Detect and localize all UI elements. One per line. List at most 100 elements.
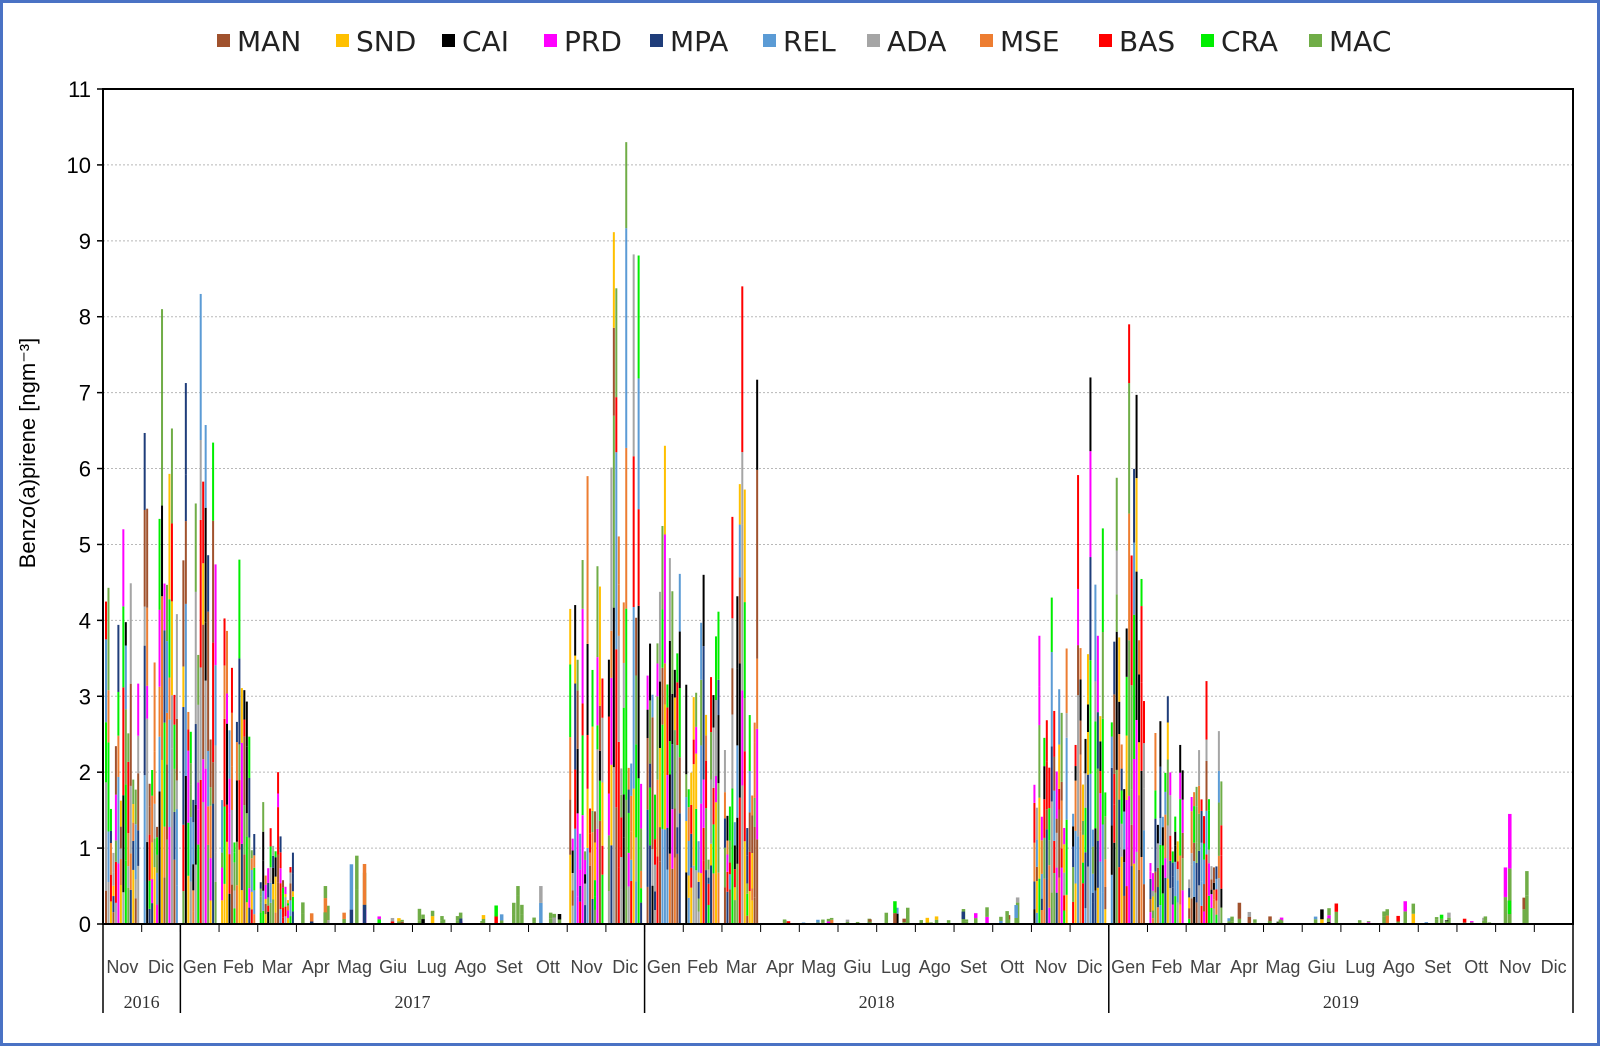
bar-segment-snd [743, 841, 746, 924]
bar-segment-mac [723, 847, 726, 888]
bar-segment-cai [1079, 679, 1082, 721]
bar-segment-cra [668, 741, 671, 775]
bar-segment-man [1142, 884, 1145, 924]
bar-segment-mac [1522, 909, 1526, 924]
bar-segment-ada [137, 865, 140, 924]
bar-segment-cra [596, 725, 599, 750]
bar-segment-mac [1382, 916, 1386, 924]
bar-segment-mac [1447, 917, 1451, 924]
bar-segment-mse [253, 914, 256, 924]
y-tick-label: 6 [79, 457, 91, 482]
bar-segment-man [615, 807, 618, 924]
bar-segment-rel [615, 452, 618, 650]
bar-segment-prd [228, 778, 231, 814]
bar-segment-cai [646, 709, 649, 739]
bar-segment-ada [1050, 801, 1053, 893]
bar-segment-bas [1045, 720, 1048, 762]
bar-segment-mac [259, 888, 262, 897]
bar-segment-mpa [1094, 890, 1097, 924]
bar-segment-cra [124, 784, 127, 861]
bar-segment-mac [685, 774, 688, 797]
bar-segment-mpa [678, 813, 681, 924]
bar-segment-cai [1123, 849, 1126, 863]
bar-segment-man [646, 738, 649, 810]
y-tick-label: 4 [79, 608, 91, 633]
bar-segment-snd [1096, 887, 1099, 924]
bar-segment-mac [743, 698, 746, 752]
bar-segment-snd [705, 714, 708, 736]
bar-segment-man [1077, 645, 1080, 696]
bar-segment-bas [109, 874, 112, 902]
bar-segment-mpa [129, 889, 132, 924]
bar-segment-bas [1060, 848, 1063, 868]
month-label: Gen [183, 957, 217, 977]
bar-segment-cra [117, 691, 120, 736]
bar-segment-snd [751, 853, 754, 889]
bar-segment-bas [182, 824, 185, 892]
y-tick-label: 8 [79, 305, 91, 330]
bar-segment-rel [630, 763, 633, 796]
bar-segment-bas [199, 779, 202, 924]
bar-segment-ada [571, 872, 574, 891]
bar-segment-man [651, 778, 654, 850]
bar-segment-prd [1203, 911, 1206, 924]
bar-segment-prd [596, 657, 599, 726]
bar-segment-cai [1089, 377, 1092, 452]
bar-segment-mac [855, 921, 860, 924]
bar-segment-mac [355, 889, 359, 924]
bar-segment-prd [117, 863, 120, 924]
bar-segment-mpa [1149, 878, 1152, 900]
bar-segment-rel [269, 882, 272, 903]
bar-segment-cra [627, 812, 630, 853]
bar-segment-snd [1151, 896, 1154, 911]
bar-segment-cra [105, 722, 107, 783]
bar-segment-ada [1142, 788, 1145, 831]
bar-segment-ada [1077, 695, 1080, 837]
bar-segment-mse [187, 711, 190, 730]
bar-segment-ada [651, 849, 654, 886]
bar-segment-man [661, 667, 664, 725]
bar-segment-rel [207, 750, 210, 807]
bar-segment-mse [656, 779, 659, 857]
bar-segment-mac [929, 922, 933, 923]
bar-segment-mac [961, 919, 966, 924]
bar-segment-cai [226, 723, 229, 805]
bar-segment-rel [158, 736, 161, 792]
bar-segment-mac [532, 921, 536, 924]
bar-segment-ada [1115, 550, 1118, 595]
bar-segment-man [1055, 818, 1058, 833]
bar-segment-mpa [1154, 818, 1157, 872]
bar-segment-snd [250, 891, 253, 910]
bar-segment-snd [291, 891, 294, 897]
bar-segment-rel [999, 920, 1003, 924]
bar-segment-prd [1181, 799, 1184, 833]
bar-segment-man [1104, 886, 1107, 910]
bar-segment-mac [1507, 914, 1512, 924]
bar-segment-mac [1115, 594, 1118, 632]
bar-segment-mse [687, 807, 690, 842]
bar-segment-mse [1079, 648, 1082, 680]
bar-segment-mac [221, 852, 224, 868]
bar-segment-cra [377, 919, 381, 924]
bar-segment-cra [1207, 799, 1210, 811]
bar-segment-snd [569, 854, 572, 924]
bar-segment-mse [253, 855, 256, 868]
bar-segment-snd [132, 869, 135, 924]
bar-segment-mse [226, 630, 229, 694]
bar-segment-mac [934, 919, 939, 924]
bar-segment-cra [678, 688, 681, 758]
bar-segment-snd [238, 849, 241, 924]
bar-segment-mpa [1215, 866, 1218, 879]
bar-segment-man [209, 739, 212, 788]
bar-segment-cai [1156, 824, 1159, 844]
bar-segment-cai [637, 605, 640, 779]
bar-segment-cra [124, 860, 127, 924]
legend-label-mse: MSE [1000, 25, 1060, 58]
bar-segment-cra [1159, 844, 1162, 906]
bar-segment-cra [714, 636, 717, 701]
bar-segment-bas [1113, 773, 1116, 805]
month-label: Mar [262, 957, 293, 977]
bar-segment-ada [289, 872, 292, 884]
bar-segment-man [1195, 902, 1198, 924]
month-label: Giu [379, 957, 407, 977]
